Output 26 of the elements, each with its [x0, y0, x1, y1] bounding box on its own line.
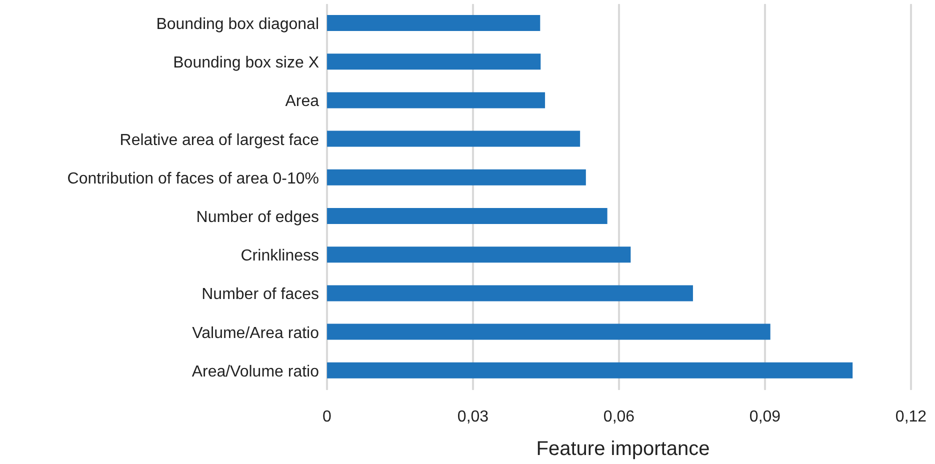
x-tick-label: 0,06: [603, 408, 635, 426]
y-tick-label: Number of edges: [196, 208, 319, 226]
y-tick-label: Crinkliness: [240, 248, 319, 265]
x-tick-label: 0,12: [895, 408, 927, 426]
y-tick-label: Number of faces: [202, 286, 319, 304]
y-tick-label: Bounding box diagonal: [156, 16, 319, 33]
bar: [327, 246, 631, 263]
y-tick-label: Valume/Area ratio: [192, 324, 320, 342]
bar: [327, 92, 546, 108]
y-tick-label: Contribution of faces of area 0-10%: [67, 170, 319, 188]
x-axis-title: Feature importance: [535, 438, 711, 460]
bar: [327, 54, 541, 70]
y-tick-label: Relative area of largest face: [120, 132, 320, 149]
y-tick-label: Bounding box size X: [173, 54, 320, 72]
bar: [327, 208, 608, 224]
bar: [327, 15, 540, 31]
bar: [327, 362, 853, 378]
x-tick-label: 0,09: [749, 408, 781, 426]
x-tick-label: 0,03: [457, 408, 489, 426]
x-tick-label: 0: [322, 408, 332, 426]
bar: [327, 285, 693, 302]
bar: [327, 324, 770, 340]
y-tick-label: Area: [285, 93, 320, 110]
bar: [327, 169, 586, 186]
bar: [327, 130, 580, 147]
y-tick-label: Area/Volume ratio: [192, 363, 320, 380]
